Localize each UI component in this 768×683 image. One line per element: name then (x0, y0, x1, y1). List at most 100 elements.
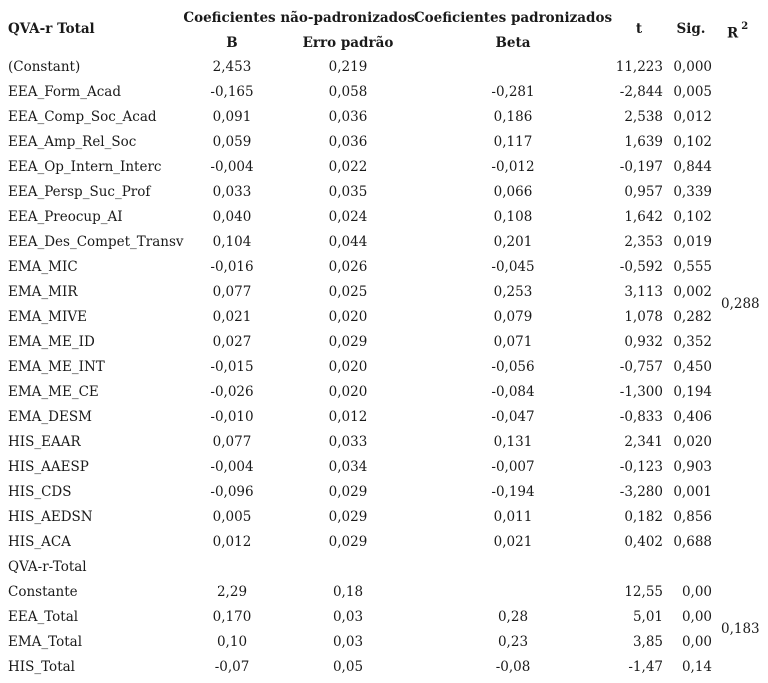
cell-beta: 0,079 (493, 309, 533, 325)
cell-beta: 0,201 (493, 234, 533, 250)
row-label: HIS_CDS (8, 484, 72, 500)
cell-beta: 0,131 (493, 434, 533, 450)
row-label: EMA_ME_ID (8, 334, 95, 350)
cell-beta: 0,117 (493, 134, 533, 150)
cell-std-error: 0,020 (328, 384, 368, 400)
cell-t: 2,538 (624, 109, 663, 125)
group-header-standardized: Coeficientes padronizados (413, 10, 613, 26)
cell-t: 0,402 (624, 534, 663, 550)
cell-sig: 0,282 (673, 309, 712, 325)
cell-std-error: 0,036 (328, 109, 368, 125)
row-label: EEA_Preocup_AI (8, 209, 123, 225)
group-header-unstandardized: Coeficientes não-padronizados (183, 10, 415, 26)
cell-t: 2,341 (624, 434, 663, 450)
cell-std-error: 0,035 (328, 184, 368, 200)
cell-sig: 0,102 (673, 209, 712, 225)
cell-std-error: 0,029 (328, 534, 368, 550)
cell-beta: 0,23 (497, 634, 529, 650)
row-label: EEA_Des_Compet_Transv (8, 234, 184, 250)
cell-beta: -0,045 (491, 259, 535, 275)
cell-std-error: 0,029 (328, 509, 368, 525)
cell-b: -0,010 (210, 409, 254, 425)
cell-std-error: 0,044 (328, 234, 368, 250)
cell-t: -0,833 (619, 409, 663, 425)
row-label: EMA_DESM (8, 409, 92, 425)
cell-t: 3,85 (632, 634, 663, 650)
cell-t: -0,592 (619, 259, 663, 275)
row-label: EEA_Amp_Rel_Soc (8, 134, 137, 150)
cell-b: -0,004 (210, 459, 254, 475)
cell-t: 1,639 (624, 134, 663, 150)
row-label: EEA_Form_Acad (8, 84, 121, 100)
dependent-variable-label: QVA-r Total (8, 21, 95, 37)
cell-t: 1,642 (624, 209, 663, 225)
cell-t: 5,01 (632, 609, 663, 625)
row-label: (Constant) (8, 59, 81, 75)
cell-t: -0,757 (619, 359, 663, 375)
cell-std-error: 0,025 (328, 284, 368, 300)
cell-b: 0,027 (212, 334, 252, 350)
cell-b: 0,077 (212, 434, 252, 450)
cell-beta: 0,28 (497, 609, 529, 625)
r-squared-model-2: 0,183 (721, 621, 760, 637)
cell-b: 0,033 (212, 184, 252, 200)
cell-std-error: 0,18 (332, 584, 364, 600)
cell-std-error: 0,029 (328, 484, 368, 500)
cell-sig: 0,688 (673, 534, 712, 550)
column-header-b: B (226, 35, 238, 51)
cell-b: 0,005 (212, 509, 252, 525)
cell-std-error: 0,020 (328, 359, 368, 375)
cell-sig: 0,00 (681, 634, 712, 650)
r-squared-letter: R (727, 25, 739, 42)
cell-b: 0,170 (212, 609, 252, 625)
cell-t: -1,300 (619, 384, 663, 400)
r-squared-superscript: 2 (741, 21, 749, 32)
row-label: EEA_Persp_Suc_Prof (8, 184, 151, 200)
cell-t: 11,223 (615, 59, 663, 75)
cell-b: 0,091 (212, 109, 252, 125)
cell-sig: 0,00 (681, 584, 712, 600)
cell-beta: 0,021 (493, 534, 533, 550)
cell-t: -0,123 (619, 459, 663, 475)
cell-b: -0,016 (210, 259, 254, 275)
cell-std-error: 0,024 (328, 209, 368, 225)
cell-beta: -0,007 (491, 459, 535, 475)
cell-b: -0,026 (210, 384, 254, 400)
row-label: EMA_MIVE (8, 309, 87, 325)
cell-std-error: 0,219 (328, 59, 368, 75)
cell-b: -0,004 (210, 159, 254, 175)
cell-std-error: 0,03 (332, 634, 364, 650)
row-label: HIS_AAESP (8, 459, 89, 475)
cell-b: 0,021 (212, 309, 252, 325)
cell-std-error: 0,03 (332, 609, 364, 625)
cell-sig: 0,352 (673, 334, 712, 350)
cell-std-error: 0,05 (332, 659, 364, 675)
row-label: HIS_EAAR (8, 434, 81, 450)
cell-b: -0,096 (210, 484, 254, 500)
row-label: QVA-r-Total (8, 559, 87, 575)
cell-beta: -0,194 (491, 484, 535, 500)
cell-t: 0,932 (624, 334, 663, 350)
cell-t: 0,182 (624, 509, 663, 525)
cell-sig: 0,555 (673, 259, 712, 275)
cell-sig: 0,019 (673, 234, 712, 250)
cell-sig: 0,020 (673, 434, 712, 450)
row-label: EEA_Comp_Soc_Acad (8, 109, 157, 125)
cell-sig: 0,194 (673, 384, 712, 400)
row-label: Constante (8, 584, 78, 600)
cell-sig: 0,406 (673, 409, 712, 425)
row-label: EMA_ME_INT (8, 359, 105, 375)
cell-b: 0,040 (212, 209, 252, 225)
cell-b: 2,453 (212, 59, 252, 75)
cell-std-error: 0,036 (328, 134, 368, 150)
row-label: EMA_ME_CE (8, 384, 99, 400)
cell-sig: 0,844 (673, 159, 712, 175)
cell-sig: 0,012 (673, 109, 712, 125)
cell-b: -0,07 (214, 659, 250, 675)
cell-b: 0,059 (212, 134, 252, 150)
cell-b: 0,10 (216, 634, 248, 650)
cell-sig: 0,14 (681, 659, 712, 675)
cell-std-error: 0,058 (328, 84, 368, 100)
cell-sig: 0,450 (673, 359, 712, 375)
